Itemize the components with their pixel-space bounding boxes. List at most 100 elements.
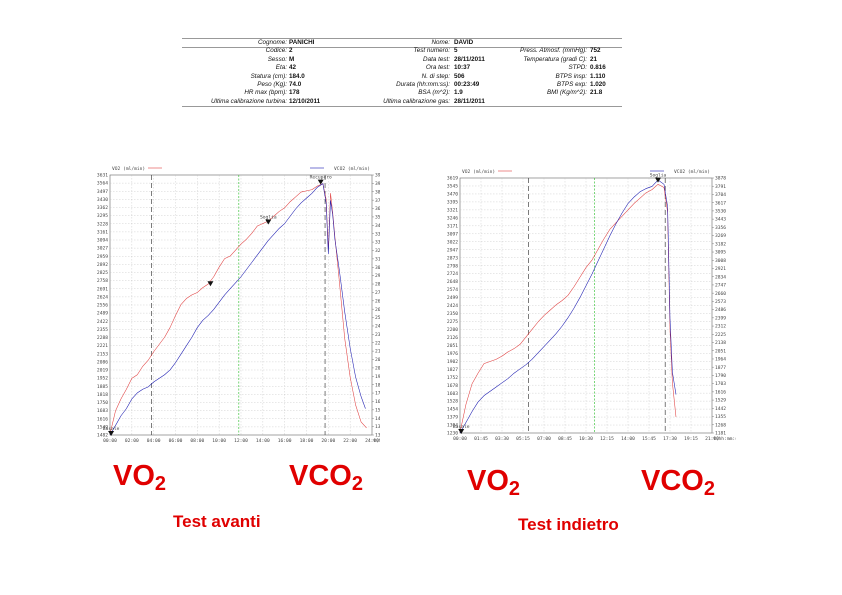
x-tick-label: 06:00 bbox=[169, 438, 183, 444]
x-tick-label: 24:00 bbox=[365, 438, 379, 444]
event-flag-label: Soglia bbox=[650, 173, 667, 179]
y-right-tick-label: 2351 bbox=[375, 332, 380, 338]
y-left-tick-label: 3295 bbox=[97, 213, 108, 219]
y-left-tick-label: 1230 bbox=[447, 431, 458, 437]
header-rule bbox=[182, 105, 622, 107]
info-label: Sesso: bbox=[267, 55, 287, 63]
y-right-tick-label: 3269 bbox=[715, 233, 726, 239]
y-left-tick-label: 3094 bbox=[97, 238, 108, 244]
y-right-tick-label: 1745 bbox=[375, 391, 380, 397]
header-rule bbox=[182, 38, 622, 39]
x-tick-label: 10:30 bbox=[579, 436, 593, 442]
series-line-vco2 bbox=[459, 179, 677, 434]
info-label: Test numero: bbox=[413, 47, 450, 55]
y-right-tick-label: 2834 bbox=[715, 274, 726, 280]
y-left-tick-label: 2959 bbox=[97, 254, 108, 260]
info-label: Data test: bbox=[423, 55, 450, 63]
y-left-tick-label: 1549 bbox=[97, 424, 108, 430]
y-left-tick-label: 2355 bbox=[97, 327, 108, 333]
info-value: 74.0 bbox=[289, 81, 302, 88]
y-left-tick-label: 2724 bbox=[447, 271, 458, 277]
y-right-tick-label: 3617 bbox=[715, 200, 726, 206]
y-right-tick-label: 3737 bbox=[375, 198, 380, 204]
info-value: 184.0 bbox=[289, 72, 305, 80]
y-left-tick-label: 3564 bbox=[97, 181, 108, 187]
info-value: 21 bbox=[590, 55, 598, 63]
y-left-tick-label: 1885 bbox=[97, 384, 108, 390]
y-left-tick-label: 2499 bbox=[447, 295, 458, 301]
y-left-tick-label: 2200 bbox=[447, 327, 458, 333]
info-label: BTPS insp: bbox=[555, 72, 588, 80]
x-tick-label: 00:00 bbox=[453, 436, 467, 442]
x-tick-label: 07:00 bbox=[537, 436, 551, 442]
y-left-tick-label: 1603 bbox=[447, 391, 458, 397]
y-left-tick-label: 1752 bbox=[447, 375, 458, 381]
info-label: Press. Atmosf. (mmHg): bbox=[520, 47, 587, 55]
info-value: 28/11/2011 bbox=[454, 55, 485, 63]
y-right-tick-label: 2784 bbox=[375, 290, 380, 296]
vco2-label-avanti: VCO2 bbox=[289, 460, 363, 495]
y-right-tick-label: 2264 bbox=[375, 340, 380, 346]
event-flag-label: Soglia bbox=[260, 215, 277, 221]
x-tick-label: 08:45 bbox=[558, 436, 572, 442]
y-left-tick-label: 3497 bbox=[97, 189, 108, 195]
x-tick-label: 05:15 bbox=[516, 436, 530, 442]
y-right-tick-label: 2005 bbox=[375, 366, 380, 372]
x-tick-label: 03:30 bbox=[495, 436, 509, 442]
y-right-tick-label: 1877 bbox=[715, 365, 726, 371]
y-left-tick-label: 2798 bbox=[447, 263, 458, 269]
y-left-tick-label: 2126 bbox=[447, 335, 458, 341]
y-left-tick-label: 3027 bbox=[97, 246, 108, 252]
x-tick-label: 01:45 bbox=[474, 436, 488, 442]
info-value: PANICHI bbox=[289, 39, 315, 46]
info-label: Ultima calibrazione turbina: bbox=[211, 97, 287, 105]
event-flag-label: Basale bbox=[103, 426, 120, 432]
info-value: 42 bbox=[289, 64, 297, 72]
y-left-tick-label: 3362 bbox=[97, 205, 108, 211]
x-tick-label: 14:00 bbox=[256, 438, 270, 444]
event-flag-icon bbox=[108, 431, 115, 436]
y-left-tick-label: 2489 bbox=[97, 311, 108, 317]
y-right-tick-label: 2871 bbox=[375, 282, 380, 288]
y-left-tick-label: 3228 bbox=[97, 221, 108, 227]
y-left-tick-label: 1616 bbox=[97, 416, 108, 422]
caption-test-indietro: Test indietro bbox=[518, 515, 619, 534]
y-right-tick-label: 3477 bbox=[375, 223, 380, 229]
info-label: Statura (cm): bbox=[250, 72, 287, 80]
y-left-tick-label: 2648 bbox=[447, 279, 458, 285]
y-left-tick-label: 3395 bbox=[447, 200, 458, 206]
y-right-tick-label: 3390 bbox=[375, 231, 380, 237]
y-right-tick-label: 2138 bbox=[715, 340, 726, 346]
y-right-tick-label: 3217 bbox=[375, 248, 380, 254]
y-left-tick-label: 1976 bbox=[447, 351, 458, 357]
y-left-tick-label: 2556 bbox=[97, 303, 108, 309]
y-left-tick-label: 1379 bbox=[447, 415, 458, 421]
y-right-tick-label: 2573 bbox=[715, 299, 726, 305]
legend-vco2: VCO2 (ml/min) bbox=[674, 169, 710, 175]
info-label: Codice: bbox=[265, 47, 287, 55]
y-right-tick-label: 2399 bbox=[715, 315, 726, 321]
x-tick-label: 22:00 bbox=[343, 438, 357, 444]
y-left-tick-label: 3619 bbox=[447, 176, 458, 182]
vo2-label-avanti: VO2 bbox=[113, 460, 167, 495]
y-right-tick-label: 1964 bbox=[715, 357, 726, 363]
chart-test-avanti: VO2 (ml/min) VCO2 (ml/min) 3631 3564 3497 343… bbox=[97, 166, 380, 444]
legend-vco2: VCO2 (ml/min) bbox=[334, 166, 370, 172]
legend-vo2: VO2 (ml/min) bbox=[462, 169, 495, 175]
y-left-tick-label: 1304 bbox=[447, 423, 458, 429]
x-tick-label: 10:00 bbox=[212, 438, 226, 444]
y-right-tick-label: 1831 bbox=[375, 382, 380, 388]
event-flag-icon bbox=[317, 179, 324, 185]
y-left-tick-label: 2691 bbox=[97, 286, 108, 292]
y-left-tick-label: 2825 bbox=[97, 270, 108, 276]
y-left-tick-label: 2892 bbox=[97, 262, 108, 268]
y-right-tick-label: 3095 bbox=[715, 250, 726, 256]
event-flag-label: Basale bbox=[453, 424, 470, 430]
info-value: 178 bbox=[289, 89, 300, 97]
y-right-tick-label: 3044 bbox=[375, 265, 380, 271]
y-left-tick-label: 3097 bbox=[447, 231, 458, 237]
x-tick-label: 02:00 bbox=[125, 438, 139, 444]
y-left-tick-label: 1952 bbox=[97, 376, 108, 382]
event-flag-icon bbox=[458, 429, 465, 434]
y-right-tick-label: 2747 bbox=[715, 283, 726, 289]
